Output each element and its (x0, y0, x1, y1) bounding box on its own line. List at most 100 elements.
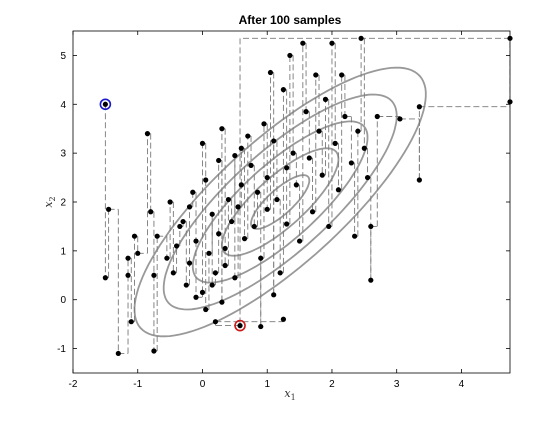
sample-point (329, 40, 335, 46)
y-tick-label: 3 (60, 149, 66, 160)
y-tick-label: 0 (60, 295, 66, 306)
sample-point (296, 238, 303, 244)
sample-point (232, 275, 238, 281)
x-tick-label: 3 (394, 379, 400, 390)
contour-ellipse-3 (191, 120, 369, 284)
sample-point (313, 72, 319, 78)
sample-point (222, 262, 228, 269)
sample-point (128, 319, 134, 325)
sample-point (144, 131, 151, 137)
x-tick-label: -2 (69, 379, 78, 390)
sample-point (258, 255, 264, 261)
sample-point (186, 260, 193, 266)
x-axis-label-sub: 1 (291, 393, 296, 402)
sample-point (219, 299, 225, 305)
sample-point (348, 160, 354, 166)
sample-point (148, 209, 154, 215)
sample-point (245, 133, 251, 139)
sample-point (106, 206, 112, 212)
sample-point (225, 196, 231, 203)
contour-group (133, 66, 427, 338)
start-marker (99, 98, 112, 111)
sample-point (368, 223, 374, 230)
sample-point (235, 204, 241, 210)
sample-point (237, 323, 243, 329)
sample-point (203, 306, 209, 313)
sample-point (264, 206, 270, 212)
sample-point (264, 174, 270, 181)
sample-point (358, 35, 364, 41)
sample-point (199, 140, 206, 146)
sample-point (125, 255, 131, 261)
sample-point (216, 157, 222, 164)
sample-point (229, 218, 235, 225)
y-axis-label: x2 (42, 196, 57, 207)
sample-point (287, 52, 293, 59)
end-marker (234, 319, 246, 332)
x-tick-label: 0 (200, 379, 206, 390)
sample-point (216, 231, 222, 237)
sample-point (319, 172, 325, 178)
sample-point (397, 116, 403, 122)
sample-point (342, 113, 348, 120)
sample-point (326, 223, 332, 230)
sample-point (374, 113, 380, 120)
sample-point (248, 162, 254, 168)
sample-point (212, 270, 219, 276)
y-axis-label-sub: 2 (48, 196, 57, 201)
y-tick-label: 5 (60, 51, 66, 62)
y-axis-label-main: x (42, 201, 55, 208)
sample-point (209, 211, 215, 217)
plot-area (73, 31, 510, 373)
sample-point (251, 223, 257, 230)
sample-point (125, 272, 131, 278)
y-tick-label: 4 (60, 100, 66, 111)
sample-point (241, 236, 248, 242)
sample-point (238, 145, 244, 151)
sample-point (309, 209, 316, 215)
sample-point (151, 272, 157, 278)
sample-point (361, 145, 367, 151)
sample-point (167, 199, 173, 205)
sample-point (183, 282, 189, 288)
sample-point (284, 165, 290, 171)
sample-point (102, 275, 108, 281)
sample-point (271, 138, 277, 144)
sample-point (151, 348, 157, 354)
sample-point (306, 155, 312, 161)
sample-point (193, 294, 199, 300)
sample-point (352, 233, 358, 239)
sample-point (190, 189, 196, 195)
sample-point (293, 182, 299, 188)
sample-point (300, 40, 306, 46)
sample-point (364, 174, 371, 181)
contour-ellipse-5 (133, 66, 427, 338)
sample-point (135, 250, 141, 256)
chart-title: After 100 samples (239, 13, 342, 27)
x-axis-label-main: x (284, 387, 291, 400)
sample-point (154, 233, 160, 239)
sample-point (254, 189, 261, 195)
sample-point (271, 292, 277, 298)
contour-ellipse-4 (162, 93, 398, 311)
sample-point (238, 182, 244, 188)
sample-point (280, 316, 287, 322)
sample-point (290, 150, 296, 156)
sample-point (219, 126, 225, 132)
sample-point (170, 270, 176, 276)
sample-point (222, 245, 228, 252)
sample-point (102, 101, 108, 107)
sample-point (232, 152, 238, 159)
sample-point (284, 221, 290, 227)
marker-group (99, 98, 246, 332)
sample-point (186, 204, 193, 210)
sample-point (206, 250, 212, 256)
sample-point (164, 255, 170, 261)
sample-point (280, 87, 287, 93)
sample-point (277, 270, 283, 276)
sample-point (339, 72, 345, 78)
sample-point (173, 243, 180, 249)
sample-point (209, 282, 215, 288)
